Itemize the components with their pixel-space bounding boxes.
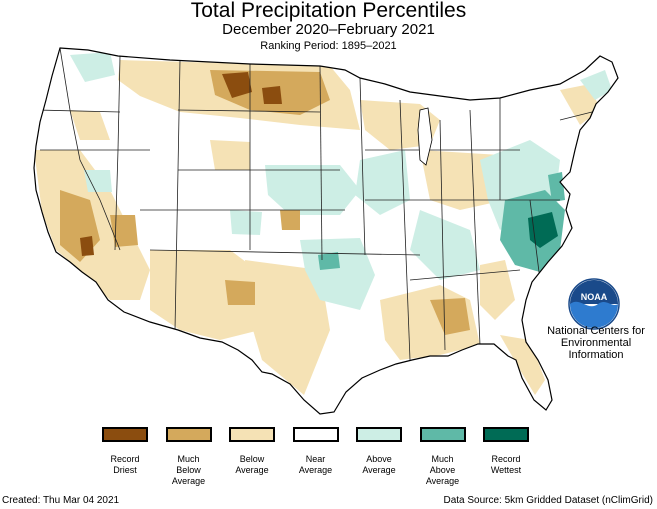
legend-label: Much Above Average [425, 454, 460, 486]
legend-swatch [292, 427, 339, 442]
legend-swatch [229, 427, 275, 442]
data-source: Data Source: 5km Gridded Dataset (nClimG… [443, 495, 653, 506]
created-date: Created: Thu Mar 04 2021 [2, 495, 120, 506]
ncei-name: National Centers for Environmental Informa… [538, 325, 654, 361]
legend-label: Below Average [235, 454, 269, 475]
legend-swatch [356, 427, 402, 442]
ranking-period: Ranking Period: 1895–2021 [260, 40, 397, 52]
map-title: Total Precipitation Percentiles [190, 0, 467, 22]
legend-swatch [102, 427, 148, 442]
legend-label: Above Average [362, 454, 396, 475]
legend-swatch [419, 427, 466, 442]
legend-label: Record Driest [110, 454, 140, 475]
noaa-logo: NOAA [568, 278, 620, 330]
legend-swatch [165, 427, 212, 442]
legend-swatch [483, 427, 529, 442]
state-boundaries [35, 48, 601, 361]
lake-michigan [417, 107, 433, 166]
ncei-line: National Centers for Environmental Informa… [547, 325, 645, 361]
record-driest-patches [80, 72, 282, 256]
map-subtitle: December 2020–February 2021 [222, 21, 435, 38]
legend-label: Record Wettest [490, 454, 522, 475]
legend-label: Near Average [298, 454, 333, 475]
record-wettest-patches [528, 212, 558, 248]
legend-label: Much Below Average [171, 454, 206, 486]
precipitation-patches [34, 48, 612, 395]
noaa-logo-text: NOAA [581, 292, 608, 302]
